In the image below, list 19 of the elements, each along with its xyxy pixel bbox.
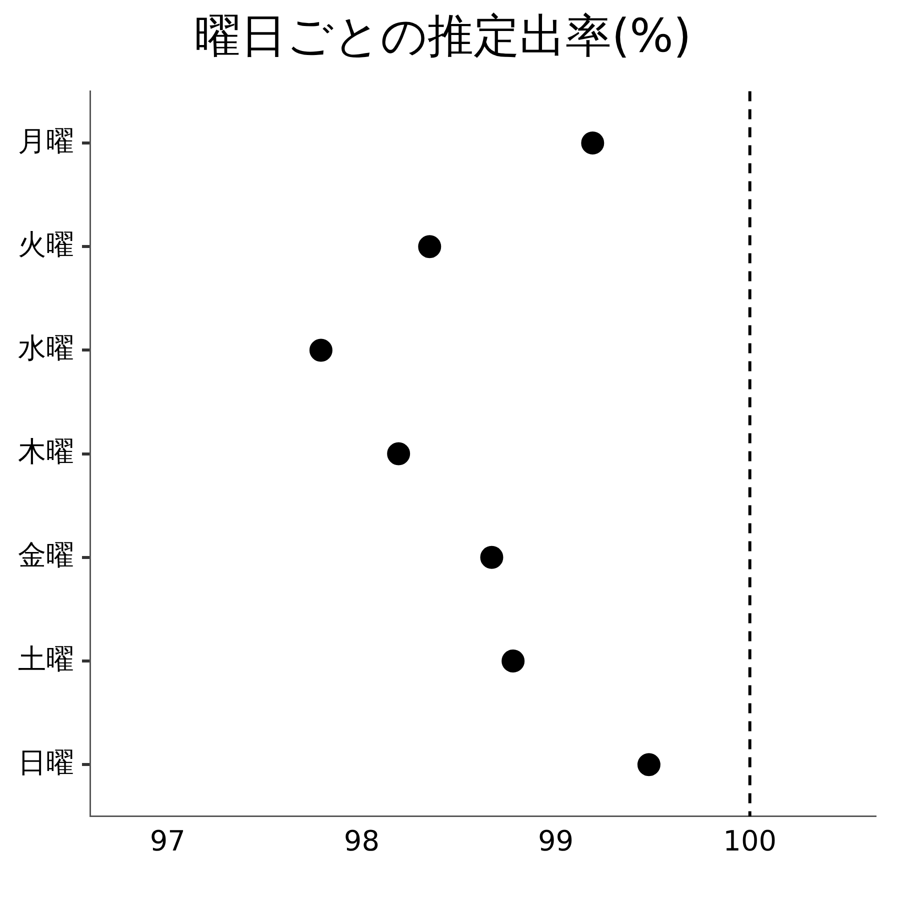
point <box>637 753 660 776</box>
point <box>418 235 442 258</box>
y-tick-label: 土曜 <box>18 642 74 676</box>
x-tick-label: 100 <box>723 824 777 858</box>
y-tick-label: 金曜 <box>18 538 74 572</box>
x-tick-label: 97 <box>150 824 186 858</box>
point <box>387 442 410 466</box>
point <box>309 338 332 362</box>
y-tick-label: 日曜 <box>18 746 74 779</box>
x-tick-label: 98 <box>344 824 380 858</box>
point <box>581 132 604 154</box>
y-tick-label: 月曜 <box>18 124 74 158</box>
y-tick-label: 火曜 <box>18 228 74 261</box>
point <box>502 650 525 672</box>
chart-title: 曜日ごとの推定出率(%) <box>194 8 692 63</box>
x-tick-label: 99 <box>538 824 574 858</box>
y-tick-label: 木曜 <box>18 435 74 468</box>
y-tick-label: 水曜 <box>18 331 74 364</box>
point <box>480 546 504 569</box>
